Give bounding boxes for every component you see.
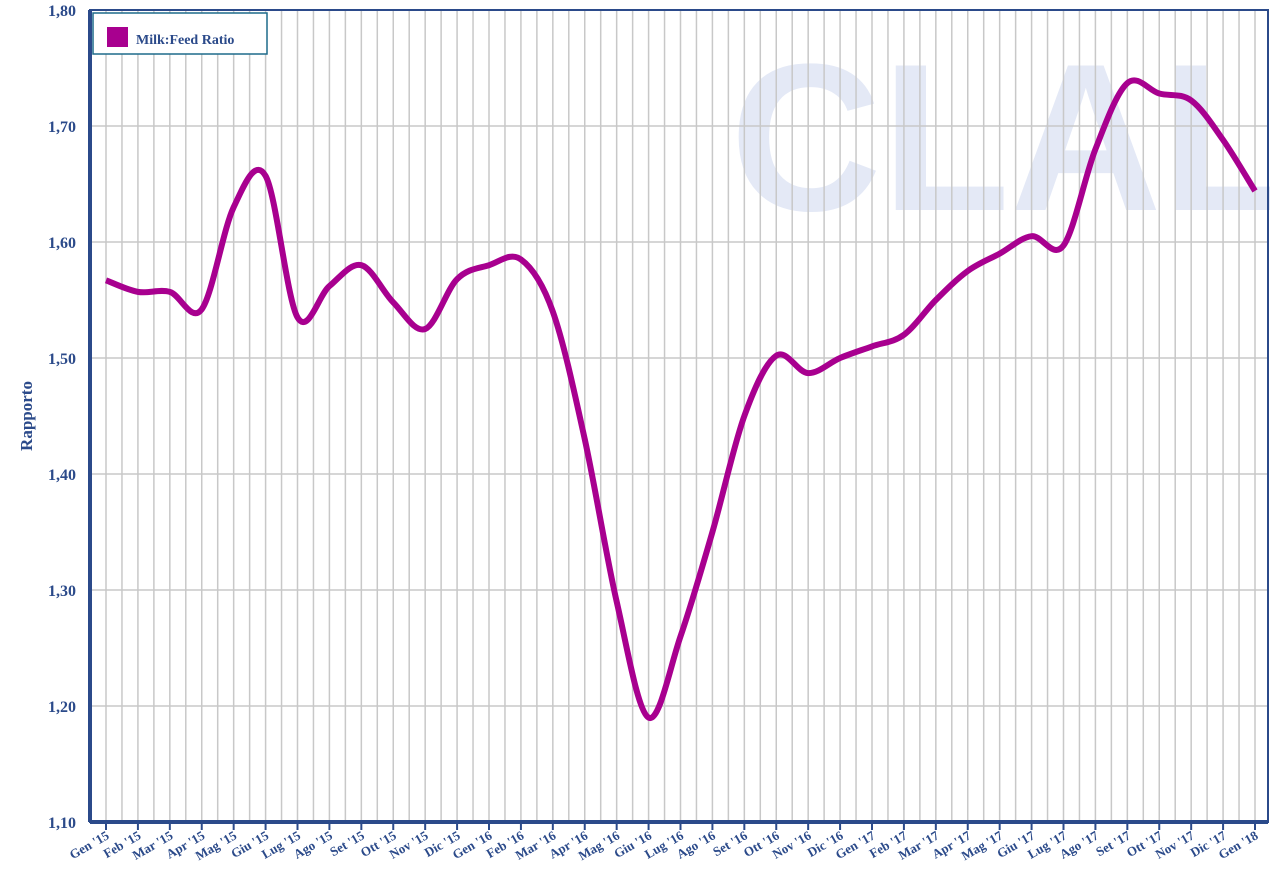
y-tick-label: 1,50 xyxy=(48,351,76,368)
y-tick-label: 1,30 xyxy=(48,583,76,600)
legend-label: Milk:Feed Ratio xyxy=(136,33,234,48)
series-line xyxy=(104,77,1258,721)
legend-swatch xyxy=(107,27,128,47)
y-tick-label: 1,10 xyxy=(48,815,76,832)
y-tick-label: 1,60 xyxy=(48,235,76,252)
y-tick-label: 1,20 xyxy=(48,699,76,716)
y-tick-label: 1,40 xyxy=(48,467,76,484)
y-axis-label: Rapporto xyxy=(17,381,36,451)
y-tick-label: 1,80 xyxy=(48,3,76,20)
y-tick-label: 1,70 xyxy=(48,119,76,136)
